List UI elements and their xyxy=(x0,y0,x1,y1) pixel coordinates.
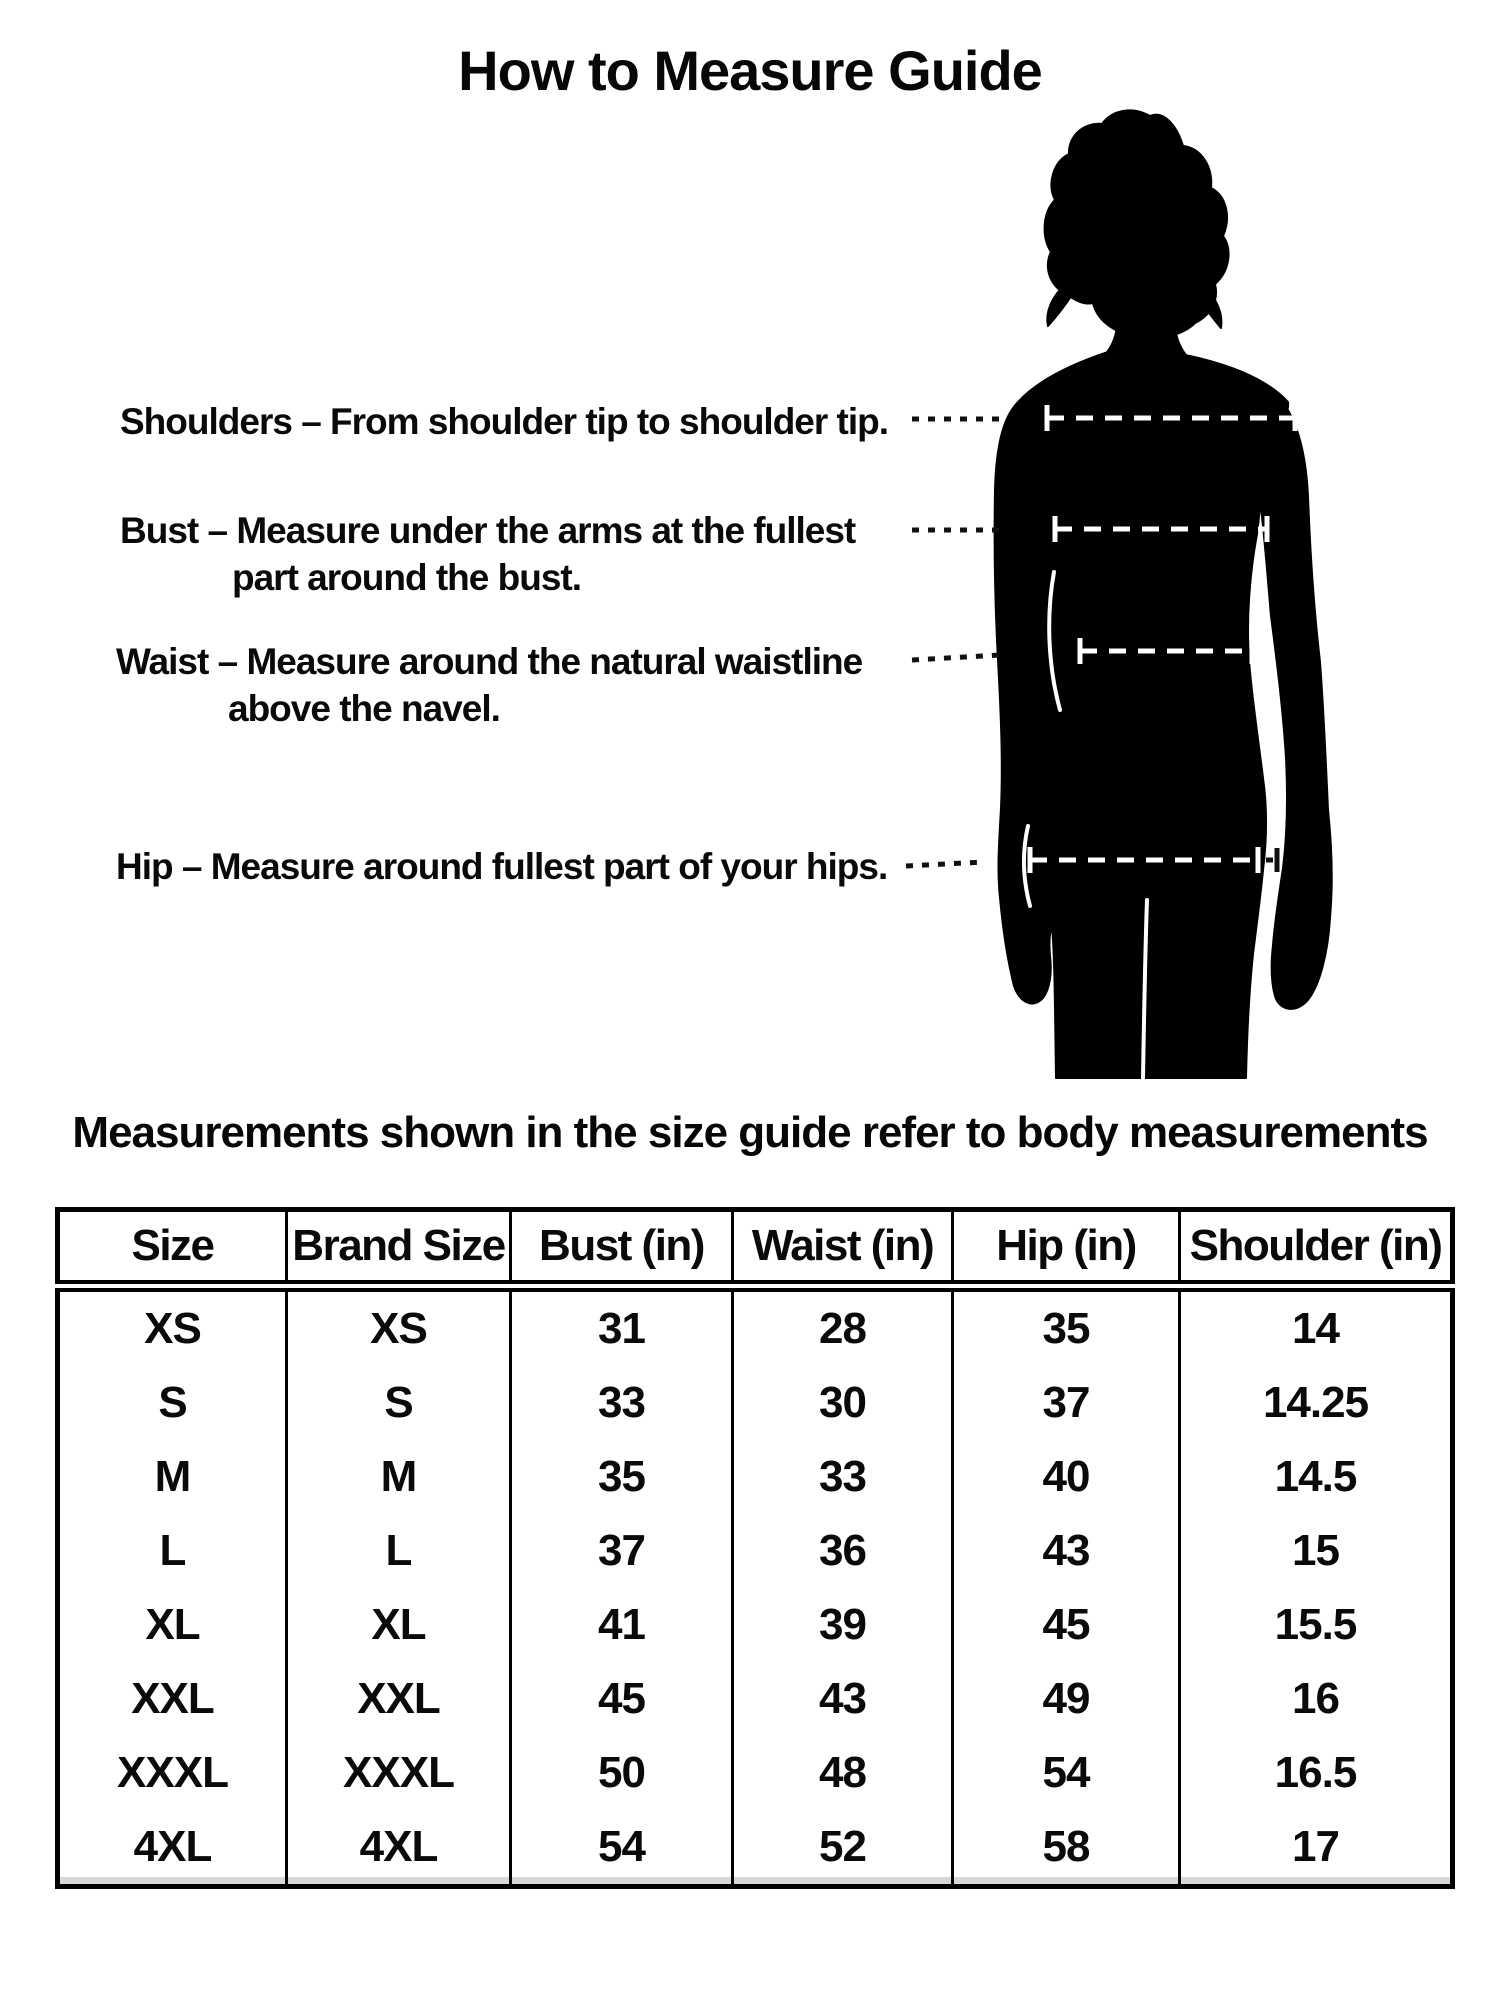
hip-label: Hip – Measure around fullest part of you… xyxy=(116,843,888,890)
table-cell: 35 xyxy=(509,1440,733,1514)
table-row: 4XL 4XL 54 52 58 17 xyxy=(58,1810,1453,1887)
table-cell: 17 xyxy=(1178,1810,1453,1887)
table-cell: XXL xyxy=(285,1662,511,1736)
table-cell: 37 xyxy=(951,1366,1180,1440)
table-row: XS XS 31 28 35 14 xyxy=(58,1286,1453,1366)
page-title: How to Measure Guide xyxy=(458,39,1043,102)
table-cell: 37 xyxy=(509,1514,733,1588)
silhouette-hair-wisp-right xyxy=(1198,287,1223,329)
hip-leader-line xyxy=(905,859,985,869)
table-cell: 54 xyxy=(509,1810,733,1887)
table-cell: 4XL xyxy=(58,1810,287,1887)
table-cell: XXXL xyxy=(285,1736,511,1810)
table-row: S S 33 30 37 14.25 xyxy=(58,1366,1453,1440)
bust-label: Bust – Measure under the arms at the ful… xyxy=(120,507,856,601)
table-cell: L xyxy=(159,1526,187,1575)
table-cell: 45 xyxy=(951,1588,1180,1662)
table-cell: 16 xyxy=(1178,1662,1453,1736)
table-cell: 43 xyxy=(951,1514,1180,1588)
column-header-hip-in: Hip (in) xyxy=(951,1209,1180,1292)
table-cell: 33 xyxy=(509,1366,733,1440)
left-arm-gap-line xyxy=(1047,570,1062,712)
column-header-brand-size: Brand Size xyxy=(285,1209,511,1292)
table-cell: 41 xyxy=(509,1588,733,1662)
table-cell: 45 xyxy=(509,1662,733,1736)
measurement-lines xyxy=(1027,405,1298,873)
bust-label-line2: part around the bust. xyxy=(232,557,582,598)
table-cell: 49 xyxy=(951,1662,1180,1736)
table-cell: 15.5 xyxy=(1178,1588,1453,1662)
table-cell: M xyxy=(285,1440,511,1514)
table-row: XL XL 41 39 45 15.5 xyxy=(58,1588,1453,1662)
table-cell: 58 xyxy=(951,1810,1180,1887)
table-cell: 54 xyxy=(951,1736,1180,1810)
table-cell: 15 xyxy=(1178,1514,1453,1588)
shoulders-label: Shoulders – From shoulder tip to shoulde… xyxy=(120,398,889,445)
table-cell: 4XL xyxy=(285,1810,511,1887)
table-cell: 36 xyxy=(731,1514,953,1588)
table-cell: 39 xyxy=(731,1588,953,1662)
leader-lines xyxy=(905,416,1006,869)
table-cell: XXXL xyxy=(117,1748,229,1797)
table-row: XXL XXL 45 43 49 16 xyxy=(58,1662,1453,1736)
female-silhouette xyxy=(993,109,1333,1079)
table-cell: 14.5 xyxy=(1178,1440,1453,1514)
hip-label-text: Hip – Measure around fullest part of you… xyxy=(116,846,888,887)
size-chart-table: Size Brand Size Bust (in) Waist (in) Hip (in… xyxy=(55,1207,1455,1889)
silhouette-hair-wisp-left xyxy=(1046,283,1073,327)
column-header-waist-in: Waist (in) xyxy=(731,1209,953,1292)
waist-leader-line xyxy=(911,652,1001,663)
table-cell: 33 xyxy=(731,1440,953,1514)
column-header-size: Size xyxy=(57,1209,287,1292)
silhouette-detail-lines xyxy=(1022,570,1149,1080)
size-chart-body: XS XS 31 28 35 14 S S 33 30 37 14.25 M M 35 33 40 14.5 L L 3… xyxy=(58,1286,1453,1887)
table-cell: XXL xyxy=(131,1674,215,1723)
bust-label-line1: Bust – Measure under the arms at the ful… xyxy=(120,510,856,551)
table-cell: 50 xyxy=(509,1736,733,1810)
shoulders-label-text: Shoulders – From shoulder tip to shoulde… xyxy=(120,401,889,442)
table-cell: 52 xyxy=(731,1810,953,1887)
table-cell: 35 xyxy=(951,1286,1180,1366)
size-guide-note: Measurements shown in the size guide ref… xyxy=(72,1108,1428,1157)
table-row: M M 35 33 40 14.5 xyxy=(58,1440,1453,1514)
table-cell: S xyxy=(285,1366,511,1440)
table-cell: XS xyxy=(144,1304,202,1353)
table-cell: 31 xyxy=(509,1286,733,1366)
table-cell: XL xyxy=(285,1588,511,1662)
column-header-shoulder-in: Shoulder (in) xyxy=(1178,1209,1453,1292)
table-cell: L xyxy=(285,1514,511,1588)
waist-label-line2: above the navel. xyxy=(228,688,501,729)
table-cell: M xyxy=(154,1452,192,1501)
silhouette-head-icon xyxy=(1043,109,1230,340)
table-cell: 30 xyxy=(731,1366,953,1440)
size-chart-header-row: Size Brand Size Bust (in) Waist (in) Hip (in… xyxy=(57,1209,1453,1292)
left-wrist-gap-line xyxy=(1022,824,1032,908)
table-row: L L 37 36 43 15 xyxy=(58,1514,1453,1588)
table-cell: 28 xyxy=(731,1286,953,1366)
column-header-bust-in: Bust (in) xyxy=(509,1209,733,1292)
waist-label: Waist – Measure around the natural waist… xyxy=(116,638,863,732)
table-cell: XS xyxy=(285,1286,511,1366)
silhouette-body xyxy=(993,349,1290,1079)
table-cell: 14 xyxy=(1178,1286,1453,1366)
table-cell: 16.5 xyxy=(1178,1736,1453,1810)
table-cell: S xyxy=(158,1378,187,1427)
hip-line-outside-marks xyxy=(1266,848,1280,872)
table-cell: 14.25 xyxy=(1178,1366,1453,1440)
table-cell: 40 xyxy=(951,1440,1180,1514)
waist-label-line1: Waist – Measure around the natural waist… xyxy=(116,641,863,682)
table-cell: XL xyxy=(145,1600,200,1649)
legs-gap-line xyxy=(1141,898,1149,1080)
table-cell: 43 xyxy=(731,1662,953,1736)
table-cell: 48 xyxy=(731,1736,953,1810)
table-row: XXXL XXXL 50 48 54 16.5 xyxy=(58,1736,1453,1810)
